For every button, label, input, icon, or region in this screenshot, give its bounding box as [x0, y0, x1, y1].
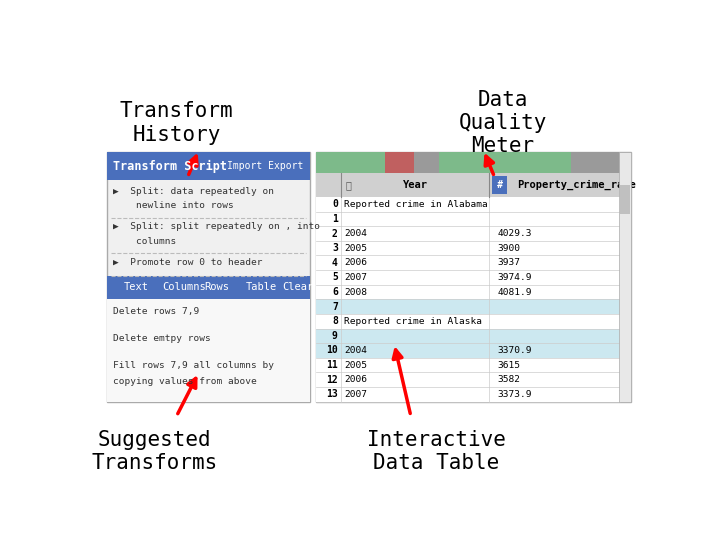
Text: 3900: 3900 — [498, 244, 521, 253]
Bar — [316, 387, 620, 402]
Bar — [316, 343, 620, 358]
Text: Import Export: Import Export — [228, 161, 304, 171]
Text: 3582: 3582 — [498, 375, 521, 384]
Bar — [107, 152, 310, 180]
Text: 8: 8 — [332, 316, 338, 326]
Text: Year: Year — [402, 180, 428, 190]
Text: 2008: 2008 — [344, 287, 367, 296]
Text: 4: 4 — [332, 258, 338, 268]
Text: ⬛: ⬛ — [346, 180, 351, 190]
Text: Transform Script: Transform Script — [114, 160, 228, 173]
Text: 10: 10 — [326, 346, 338, 355]
Text: Delete rows 7,9: Delete rows 7,9 — [114, 307, 199, 316]
Text: 2004: 2004 — [344, 346, 367, 355]
Bar — [439, 152, 572, 173]
Text: 5: 5 — [332, 272, 338, 282]
Text: Suggested
Transforms: Suggested Transforms — [91, 430, 217, 473]
Text: 3370.9: 3370.9 — [498, 346, 532, 355]
Text: 2005: 2005 — [344, 361, 367, 369]
Text: 6: 6 — [332, 287, 338, 297]
Text: newline into rows: newline into rows — [114, 201, 234, 210]
Bar — [619, 152, 631, 402]
Bar — [316, 152, 631, 402]
Text: Interactive
Data Table: Interactive Data Table — [366, 430, 505, 473]
Text: columns: columns — [114, 237, 176, 246]
Text: #: # — [497, 180, 503, 190]
Text: 2: 2 — [332, 228, 338, 239]
Text: 4029.3: 4029.3 — [498, 229, 532, 238]
Text: 2006: 2006 — [344, 258, 367, 267]
Text: 2005: 2005 — [344, 244, 367, 253]
Text: 13: 13 — [326, 389, 338, 399]
Text: ▶  Split: data repeatedly on: ▶ Split: data repeatedly on — [114, 187, 274, 195]
Text: 3937: 3937 — [498, 258, 521, 267]
Text: Property_crime_rate: Property_crime_rate — [517, 180, 636, 190]
Bar — [316, 197, 620, 212]
Bar — [107, 299, 310, 402]
Bar — [316, 285, 620, 299]
Text: 2007: 2007 — [344, 273, 367, 282]
Text: ▶  Promote row 0 to header: ▶ Promote row 0 to header — [114, 258, 263, 266]
Text: 7: 7 — [332, 302, 338, 312]
Bar — [316, 226, 620, 241]
Text: Fill rows 7,9 all columns by: Fill rows 7,9 all columns by — [114, 361, 274, 370]
Text: 2006: 2006 — [344, 375, 367, 384]
Bar — [316, 212, 620, 226]
Bar — [620, 185, 630, 214]
Text: 4081.9: 4081.9 — [498, 287, 532, 296]
Text: Columns: Columns — [163, 282, 207, 293]
Text: 3974.9: 3974.9 — [498, 273, 532, 282]
Text: 12: 12 — [326, 375, 338, 384]
Bar — [316, 358, 620, 373]
Text: Table: Table — [246, 282, 277, 293]
Bar — [492, 176, 508, 194]
Bar — [316, 173, 631, 197]
Bar — [316, 373, 620, 387]
Text: copying values from above: copying values from above — [114, 377, 257, 386]
Text: 3373.9: 3373.9 — [498, 390, 532, 399]
Text: Reported crime in Alaska: Reported crime in Alaska — [344, 317, 482, 326]
Text: Transform
History: Transform History — [120, 102, 233, 145]
Bar — [316, 314, 620, 328]
Text: 3: 3 — [332, 243, 338, 253]
Bar — [316, 241, 620, 255]
Text: 11: 11 — [326, 360, 338, 370]
Bar — [316, 328, 620, 343]
Bar — [572, 152, 631, 173]
Text: Reported crime in Alabama: Reported crime in Alabama — [344, 200, 488, 209]
Bar — [316, 299, 620, 314]
Text: Clear: Clear — [282, 282, 314, 293]
Text: Text: Text — [124, 282, 148, 293]
Bar — [107, 276, 310, 299]
Text: Delete emtpy rows: Delete emtpy rows — [114, 334, 211, 343]
Text: 2004: 2004 — [344, 229, 367, 238]
Text: 1: 1 — [332, 214, 338, 224]
Bar — [316, 270, 620, 285]
Text: Data
Quality
Meter: Data Quality Meter — [459, 90, 547, 156]
Text: 0: 0 — [332, 199, 338, 210]
Text: ▶  Split: split repeatedly on , into: ▶ Split: split repeatedly on , into — [114, 222, 320, 231]
Text: Rows: Rows — [204, 282, 230, 293]
Text: 2007: 2007 — [344, 390, 367, 399]
Bar — [316, 255, 620, 270]
Text: 9: 9 — [332, 331, 338, 341]
Bar — [414, 152, 439, 173]
Bar — [316, 152, 385, 173]
Text: 3615: 3615 — [498, 361, 521, 369]
Bar — [385, 152, 414, 173]
Bar — [107, 152, 310, 402]
